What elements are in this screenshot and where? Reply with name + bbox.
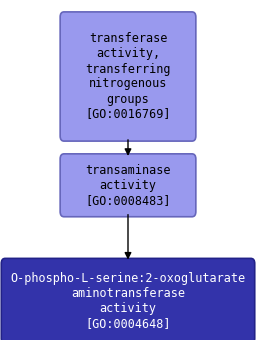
Text: transferase
activity,
transferring
nitrogenous
groups
[GO:0016769]: transferase activity, transferring nitro… (85, 33, 171, 120)
Text: O-phospho-L-serine:2-oxoglutarate
aminotransferase
activity
[GO:0004648]: O-phospho-L-serine:2-oxoglutarate aminot… (10, 272, 246, 330)
Text: transaminase
activity
[GO:0008483]: transaminase activity [GO:0008483] (85, 164, 171, 207)
FancyBboxPatch shape (1, 258, 255, 340)
FancyBboxPatch shape (60, 154, 196, 217)
FancyBboxPatch shape (60, 12, 196, 141)
